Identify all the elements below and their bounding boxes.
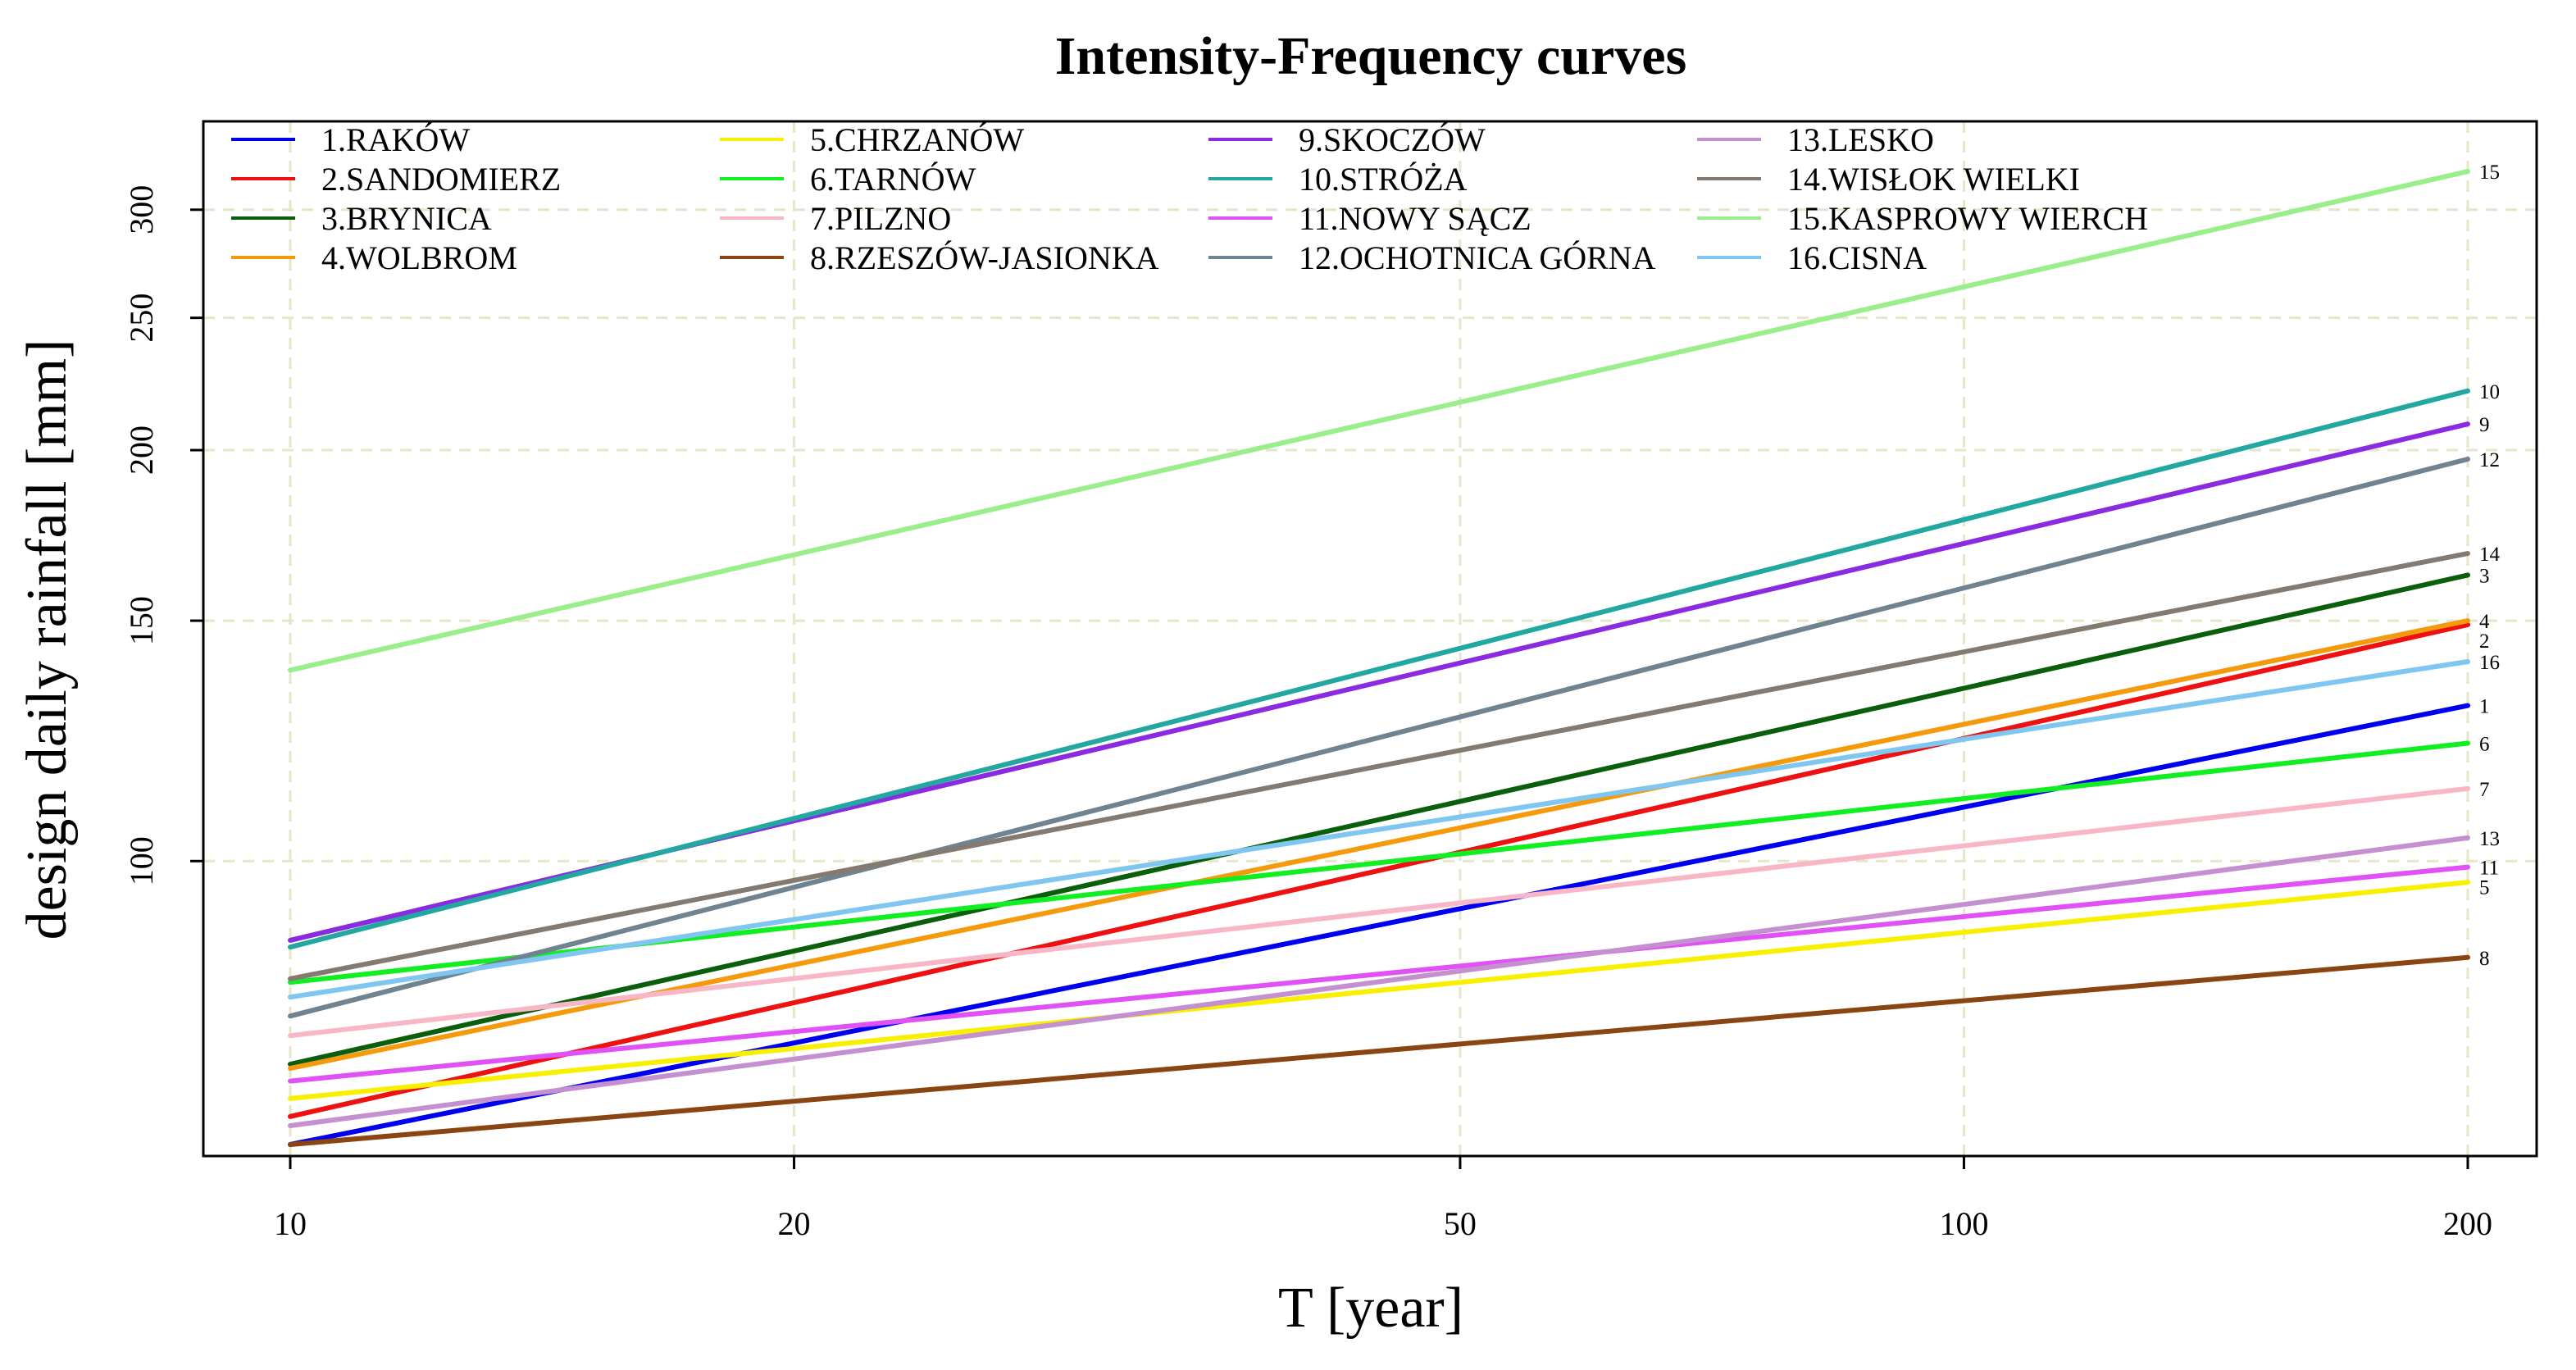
x-axis-label: T [year] bbox=[1278, 1277, 1463, 1340]
series-line-16 bbox=[288, 659, 2470, 1000]
legend-label-6: 6.TARNÓW bbox=[810, 161, 976, 198]
y-tick-label: 250 bbox=[123, 294, 160, 343]
x-axis: 10 20 50 100 200 bbox=[274, 1156, 2492, 1242]
legend-label-7: 7.PILZNO bbox=[810, 200, 951, 237]
plot-frame bbox=[202, 120, 2538, 1158]
y-axis-label: design daily rainfall [mm] bbox=[16, 339, 79, 940]
series-end-label-4: 4 bbox=[2479, 611, 2490, 633]
series-line-3 bbox=[288, 572, 2470, 1067]
legend-label-12: 12.OCHOTNICA GÓRNA bbox=[1299, 239, 1656, 276]
x-tick-label: 200 bbox=[2443, 1205, 2492, 1242]
series-line-2 bbox=[288, 621, 2470, 1119]
series-end-label-12: 12 bbox=[2479, 449, 2500, 471]
legend-label-11: 11.NOWY SĄCZ bbox=[1299, 200, 1531, 237]
series-line-11 bbox=[288, 864, 2470, 1084]
series-end-label-16: 16 bbox=[2479, 652, 2500, 674]
series-line-10 bbox=[288, 388, 2470, 950]
legend-label-4: 4.WOLBROM bbox=[321, 239, 517, 276]
series-end-label-10: 10 bbox=[2479, 381, 2500, 403]
x-tick-label: 100 bbox=[1939, 1205, 1988, 1242]
series-end-label-3: 3 bbox=[2479, 565, 2490, 587]
series-end-label-9: 9 bbox=[2479, 414, 2490, 436]
y-tick-label: 200 bbox=[123, 426, 160, 475]
series-end-label-14: 14 bbox=[2479, 544, 2501, 566]
legend-label-5: 5.CHRZANÓW bbox=[810, 121, 1024, 158]
x-tick-label: 20 bbox=[778, 1205, 811, 1242]
series-end-label-15: 15 bbox=[2479, 162, 2500, 184]
legend-label-10: 10.STRÓŻA bbox=[1299, 161, 1468, 198]
y-tick-label: 150 bbox=[123, 596, 160, 645]
y-tick-label: 100 bbox=[123, 836, 160, 885]
chart-title: Intensity-Frequency curves bbox=[1055, 26, 1687, 86]
series-line-12 bbox=[288, 457, 2470, 1019]
x-tick-label: 10 bbox=[274, 1205, 307, 1242]
legend-label-16: 16.CISNA bbox=[1787, 239, 1927, 276]
legend-label-14: 14.WISŁOK WIELKI bbox=[1787, 161, 2080, 198]
y-axis: 100 150 200 250 300 bbox=[123, 185, 203, 885]
legend-label-8: 8.RZESZÓW-JASIONKA bbox=[810, 239, 1159, 276]
series-end-label-8: 8 bbox=[2479, 948, 2490, 970]
series-line-5 bbox=[288, 880, 2470, 1101]
legend-label-15: 15.KASPROWY WIERCH bbox=[1787, 200, 2148, 237]
series-line-14 bbox=[288, 551, 2470, 981]
legend-label-9: 9.SKOCZÓW bbox=[1299, 121, 1486, 158]
series-lines bbox=[288, 169, 2470, 1147]
series-end-label-11: 11 bbox=[2479, 858, 2499, 880]
series-end-label-5: 5 bbox=[2479, 877, 2490, 899]
series-end-label-7: 7 bbox=[2479, 779, 2490, 801]
series-end-label-1: 1 bbox=[2479, 696, 2490, 718]
grid bbox=[203, 121, 2537, 1156]
x-tick-label: 50 bbox=[1444, 1205, 1477, 1242]
series-line-1 bbox=[288, 703, 2470, 1147]
series-end-label-6: 6 bbox=[2479, 733, 2490, 755]
legend-label-2: 2.SANDOMIERZ bbox=[321, 161, 561, 198]
legend-label-1: 1.RAKÓW bbox=[321, 121, 470, 158]
series-line-15 bbox=[288, 169, 2470, 673]
y-tick-label: 300 bbox=[123, 185, 160, 234]
series-line-13 bbox=[288, 835, 2470, 1128]
series-line-7 bbox=[288, 785, 2470, 1039]
legend-label-3: 3.BRYNICA bbox=[321, 200, 492, 237]
legend-label-13: 13.LESKO bbox=[1787, 121, 1934, 158]
series-line-8 bbox=[288, 954, 2470, 1147]
series-end-label-13: 13 bbox=[2479, 828, 2500, 850]
series-end-label-2: 2 bbox=[2479, 630, 2490, 653]
